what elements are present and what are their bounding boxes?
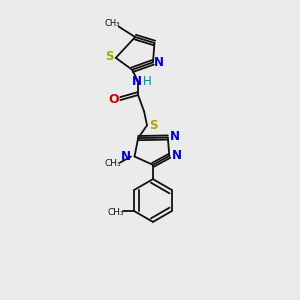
Text: N: N — [132, 75, 142, 88]
Text: CH₃: CH₃ — [104, 159, 121, 168]
Text: CH₃: CH₃ — [104, 19, 120, 28]
Text: S: S — [105, 50, 113, 64]
Text: S: S — [149, 119, 158, 132]
Text: CH₃: CH₃ — [107, 208, 124, 217]
Text: N: N — [121, 150, 131, 163]
Text: H: H — [143, 75, 152, 88]
Text: O: O — [108, 93, 119, 106]
Text: N: N — [172, 149, 182, 162]
Text: N: N — [154, 56, 164, 69]
Text: N: N — [170, 130, 180, 143]
